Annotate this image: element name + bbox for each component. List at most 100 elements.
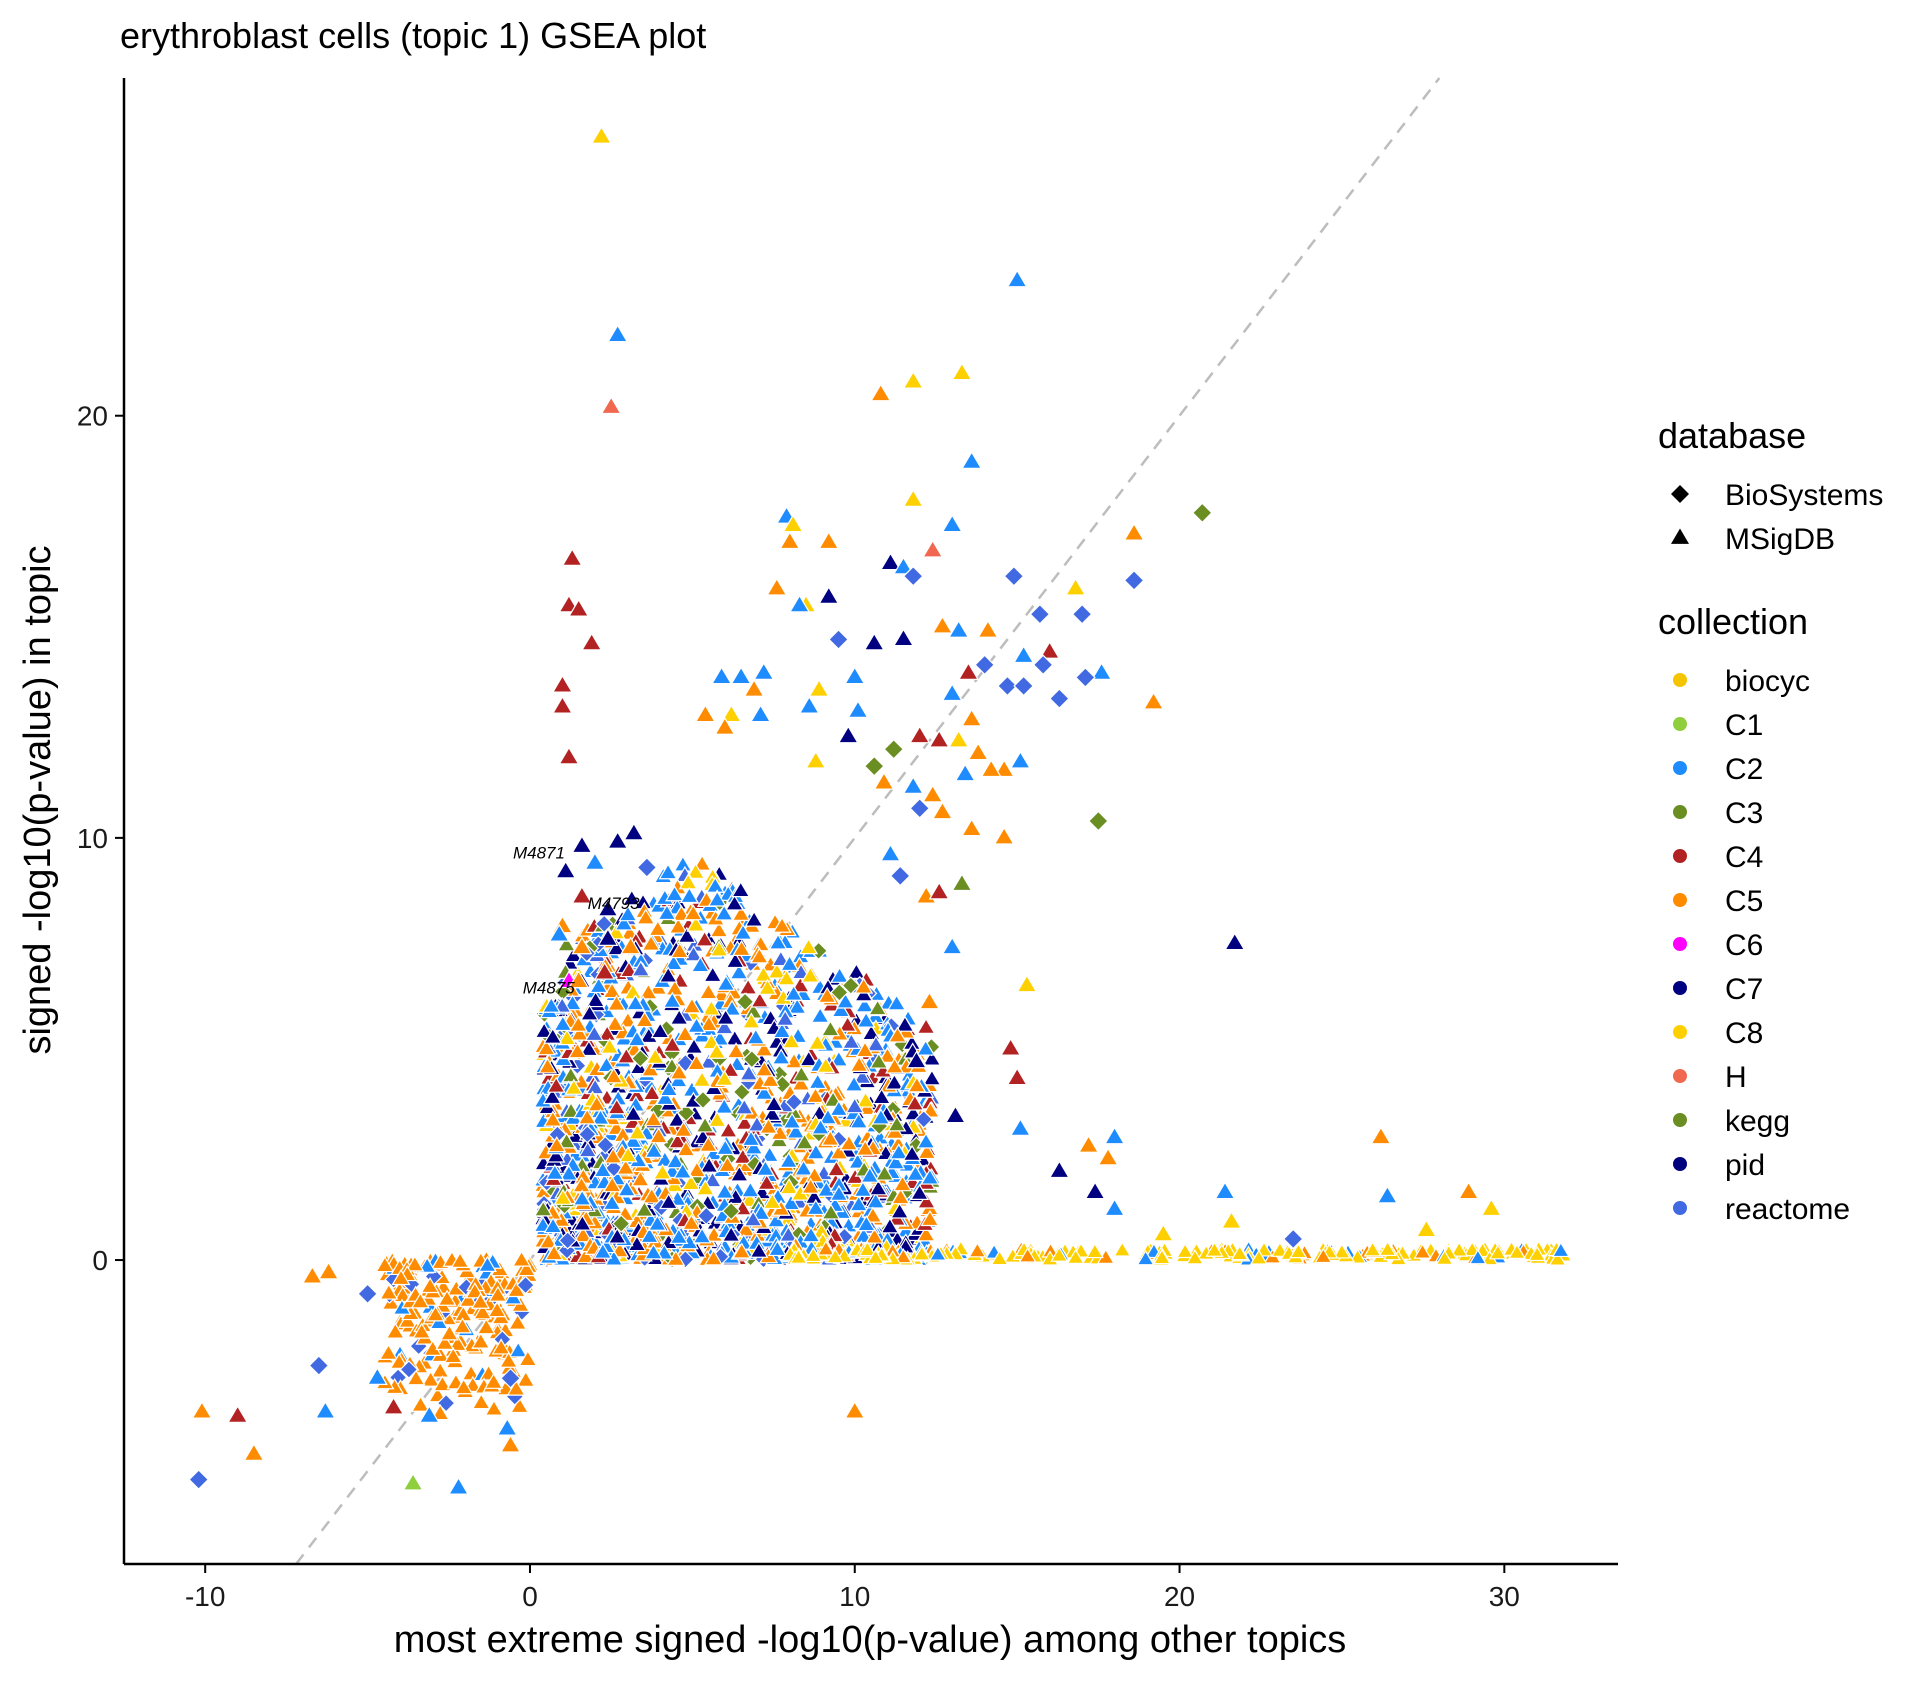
data-point xyxy=(870,383,892,402)
data-point xyxy=(916,1225,936,1242)
data-point xyxy=(892,628,915,647)
data-point xyxy=(714,1018,735,1035)
data-point xyxy=(961,450,983,469)
legend-collection-key xyxy=(1673,1157,1687,1171)
data-point xyxy=(406,1369,426,1386)
data-point xyxy=(593,1160,613,1178)
data-point xyxy=(487,1300,507,1318)
legend-collection-key xyxy=(1673,849,1687,863)
data-point xyxy=(649,1127,669,1144)
data-point xyxy=(589,976,609,994)
data-point xyxy=(537,1057,558,1074)
data-point xyxy=(791,1065,811,1082)
data-point xyxy=(558,1231,577,1250)
data-point xyxy=(720,704,742,723)
data-point xyxy=(544,1244,564,1261)
data-point xyxy=(538,1232,558,1249)
data-point xyxy=(665,1152,686,1169)
data-point xyxy=(673,1162,693,1179)
data-point xyxy=(1085,1242,1104,1259)
data-point xyxy=(1363,1241,1382,1257)
data-point xyxy=(726,1042,746,1059)
data-point xyxy=(465,1282,485,1299)
legend-collection-key xyxy=(1673,981,1687,995)
data-point xyxy=(668,917,688,934)
point-label: M4871 xyxy=(513,844,565,863)
data-point xyxy=(858,1240,877,1257)
data-point xyxy=(749,947,769,964)
data-point xyxy=(808,1072,828,1090)
data-point xyxy=(600,396,622,415)
data-point xyxy=(551,674,574,693)
data-point xyxy=(557,1132,577,1149)
data-point xyxy=(430,1403,450,1421)
data-point xyxy=(379,1283,399,1300)
data-point xyxy=(902,1144,922,1161)
data-point xyxy=(779,1178,799,1195)
data-point xyxy=(1468,1248,1487,1265)
data-point xyxy=(733,923,753,940)
data-point xyxy=(807,1033,827,1050)
data-point xyxy=(902,488,924,507)
data-point xyxy=(508,1313,528,1330)
data-point xyxy=(662,1035,682,1052)
data-point xyxy=(905,1164,926,1181)
data-point xyxy=(879,552,902,571)
data-point xyxy=(471,1393,491,1410)
data-point xyxy=(366,1367,388,1385)
data-point xyxy=(902,370,924,389)
data-point xyxy=(547,1136,567,1153)
data-point xyxy=(642,1187,662,1204)
data-point xyxy=(516,1275,535,1295)
legend-collection-label: C1 xyxy=(1725,709,1763,742)
data-point xyxy=(546,1076,566,1093)
legend-collection-key xyxy=(1673,937,1687,951)
data-point xyxy=(533,1200,553,1217)
data-point xyxy=(301,1265,323,1284)
data-point xyxy=(496,1417,518,1436)
data-point xyxy=(491,1338,511,1355)
legend-collection-label: C8 xyxy=(1725,1017,1763,1050)
data-point xyxy=(760,1070,781,1088)
data-point xyxy=(1220,1210,1243,1229)
data-point xyxy=(448,1334,468,1352)
data-point xyxy=(931,801,954,820)
data-point xyxy=(732,1242,752,1259)
data-point xyxy=(909,725,931,744)
data-point xyxy=(665,979,685,996)
data-point xyxy=(1435,1249,1454,1265)
data-point xyxy=(518,1349,538,1367)
data-point xyxy=(410,1395,431,1412)
data-point xyxy=(733,1147,753,1164)
data-point xyxy=(852,1067,872,1085)
data-point xyxy=(686,915,706,932)
y-axis-label: signed -log10(p-value) in topic xyxy=(17,545,59,1054)
data-point xyxy=(564,1078,584,1095)
data-point xyxy=(775,1009,795,1026)
data-point xyxy=(622,889,642,906)
data-point xyxy=(941,683,963,702)
data-point xyxy=(781,1032,801,1049)
data-point xyxy=(623,1131,643,1149)
data-point xyxy=(1097,1147,1119,1166)
data-point xyxy=(673,855,693,872)
data-point xyxy=(731,904,751,922)
data-point xyxy=(707,1110,727,1128)
data-point xyxy=(1551,1241,1570,1258)
data-point xyxy=(831,1000,851,1018)
data-point xyxy=(751,1203,771,1221)
data-point xyxy=(742,1049,762,1069)
data-point xyxy=(1000,1037,1022,1056)
data-point xyxy=(435,1333,455,1350)
data-point xyxy=(1032,654,1054,676)
data-point xyxy=(606,994,627,1011)
data-point xyxy=(1214,1181,1236,1200)
data-point xyxy=(581,632,603,651)
data-point xyxy=(895,1015,915,1032)
data-point xyxy=(641,934,661,951)
data-point xyxy=(658,966,678,983)
data-point xyxy=(873,771,895,790)
data-point xyxy=(542,1087,562,1105)
data-point xyxy=(568,1015,588,1032)
data-point xyxy=(647,1214,667,1231)
